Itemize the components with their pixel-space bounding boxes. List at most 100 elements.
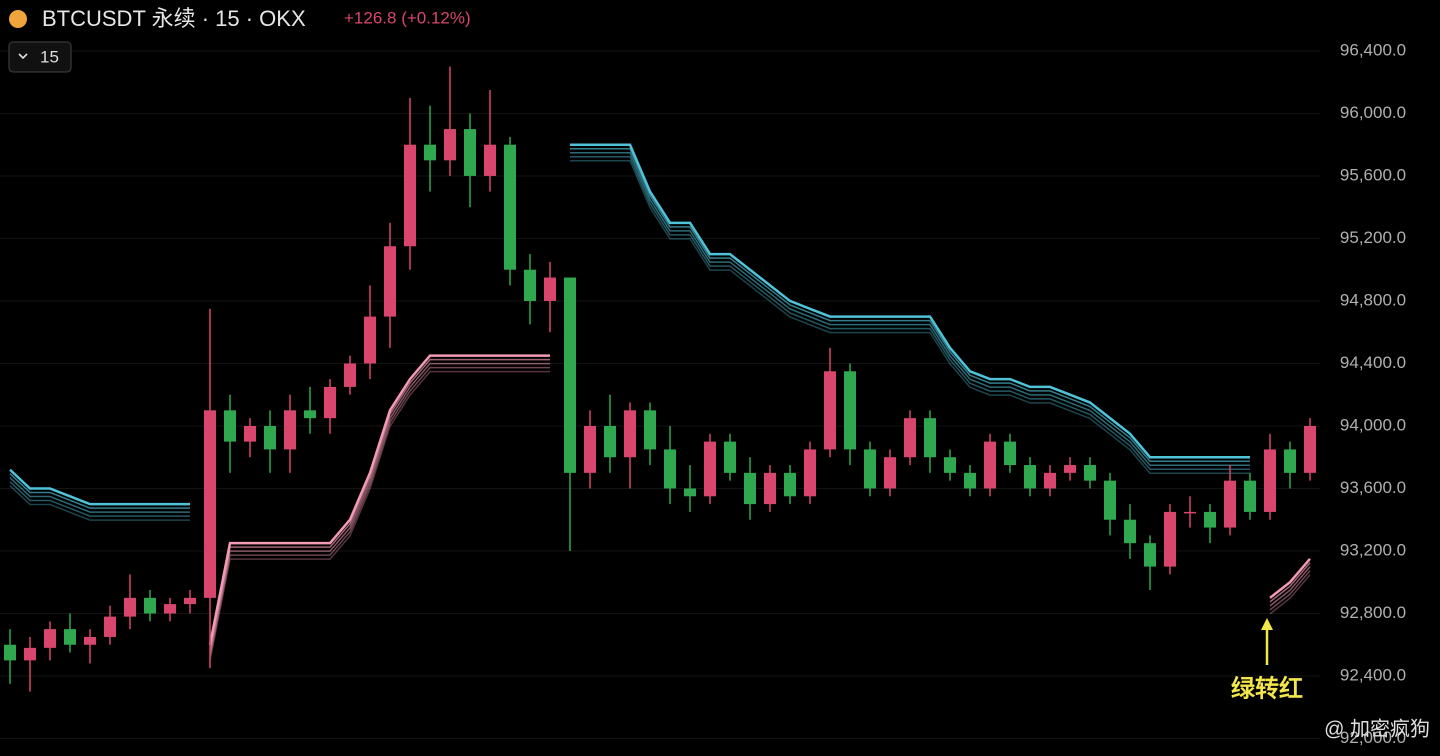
candle-body xyxy=(104,616,116,637)
candle-body xyxy=(1064,465,1076,473)
y-tick-label: 93,600.0 xyxy=(1340,478,1406,497)
y-tick-label: 92,400.0 xyxy=(1340,665,1406,684)
candle-body xyxy=(284,410,296,450)
candle-body xyxy=(1244,480,1256,512)
candle-body xyxy=(844,371,856,450)
candle-body xyxy=(124,597,136,617)
bands xyxy=(9,143,1311,661)
candle-body xyxy=(1304,425,1316,473)
y-tick-label: 95,200.0 xyxy=(1340,228,1406,247)
candle-body xyxy=(264,425,276,450)
candle-body xyxy=(584,425,596,473)
candle-body xyxy=(984,441,996,489)
candle-body xyxy=(44,629,56,648)
candle-body xyxy=(424,144,436,161)
band-shade xyxy=(9,155,1250,517)
candle-body xyxy=(924,418,936,458)
candle-body xyxy=(784,472,796,497)
y-tick-label: 94,000.0 xyxy=(1340,415,1406,434)
candle-body xyxy=(624,410,636,458)
candle-body xyxy=(384,246,396,317)
band-line xyxy=(9,143,1250,506)
y-tick-label: 95,600.0 xyxy=(1340,165,1406,184)
candle-body xyxy=(1084,465,1096,481)
candle-body xyxy=(184,597,196,605)
candle-body xyxy=(24,647,36,661)
grid xyxy=(0,50,1320,739)
candle-body xyxy=(84,636,96,645)
chevron xyxy=(18,53,28,60)
interval-button[interactable] xyxy=(8,41,72,73)
candle-body xyxy=(364,316,376,364)
candle-body xyxy=(344,363,356,387)
candle-body xyxy=(824,371,836,450)
candle-body xyxy=(564,277,576,473)
candle-body xyxy=(1284,449,1296,473)
candle-body xyxy=(1164,511,1176,567)
candle-body xyxy=(964,472,976,489)
band-shade xyxy=(9,147,1250,509)
candle-body xyxy=(244,425,256,442)
candle-body xyxy=(1224,480,1236,528)
candle-body xyxy=(1104,480,1116,520)
candle-body xyxy=(404,144,416,247)
y-tick-label: 94,400.0 xyxy=(1340,353,1406,372)
band-shade xyxy=(9,159,1250,521)
watermark: @ 加密疯狗 xyxy=(1324,717,1430,740)
candle-body xyxy=(464,129,476,176)
candle-body xyxy=(864,449,876,489)
candle-body xyxy=(664,449,676,489)
candle-body xyxy=(764,472,776,505)
arrow-head xyxy=(1261,618,1273,630)
band-line xyxy=(208,354,1311,645)
candle-body xyxy=(704,441,716,497)
candle-body xyxy=(1144,543,1156,567)
y-axis: 96,400.0 96,000.0 95,600.0 95,200.0 94,800.0… xyxy=(1340,40,1406,747)
candle-body xyxy=(324,386,336,419)
candle-body xyxy=(1204,511,1216,528)
candle-body xyxy=(744,472,756,505)
candle-body xyxy=(4,644,16,661)
y-tick-label: 92,000.0 xyxy=(1340,728,1406,747)
coin-icon xyxy=(9,10,27,28)
candle-body xyxy=(644,410,656,450)
band-shade xyxy=(209,370,1311,661)
candle-body xyxy=(544,277,556,301)
candle-body xyxy=(1004,441,1016,466)
candle-body xyxy=(224,410,236,442)
interval-label: 15 xyxy=(40,47,59,66)
candle-body xyxy=(504,144,516,270)
candles xyxy=(4,66,1316,692)
y-tick-label: 92,800.0 xyxy=(1340,603,1406,622)
candle-body xyxy=(484,144,496,176)
price-change: +126.8 (+0.12%) xyxy=(344,8,471,27)
candle-body xyxy=(1124,519,1136,544)
chart-title: BTCUSDT 永续 · 15 · OKX xyxy=(42,6,306,31)
candle-body xyxy=(444,129,456,161)
candle-body xyxy=(1264,449,1276,512)
y-tick-label: 94,800.0 xyxy=(1340,290,1406,309)
candle-body xyxy=(884,457,896,489)
candle-body xyxy=(524,269,536,301)
candle-body xyxy=(144,597,156,614)
candle-body xyxy=(204,410,216,598)
band-shade xyxy=(209,362,1311,653)
candle-body xyxy=(604,425,616,458)
candle-body xyxy=(904,418,916,458)
candle-body xyxy=(164,604,176,614)
candle-body xyxy=(724,441,736,473)
candle-body xyxy=(1024,465,1036,489)
candle-body xyxy=(944,457,956,473)
y-tick-label: 96,400.0 xyxy=(1340,40,1406,59)
annotation: 绿转红 xyxy=(1231,674,1303,702)
candle-body xyxy=(64,629,76,645)
candle-body xyxy=(1184,511,1196,514)
candle-body xyxy=(684,488,696,497)
y-tick-label: 93,200.0 xyxy=(1340,540,1406,559)
candle-body xyxy=(1044,472,1056,489)
y-tick-label: 96,000.0 xyxy=(1340,103,1406,122)
band-shade xyxy=(209,366,1311,657)
